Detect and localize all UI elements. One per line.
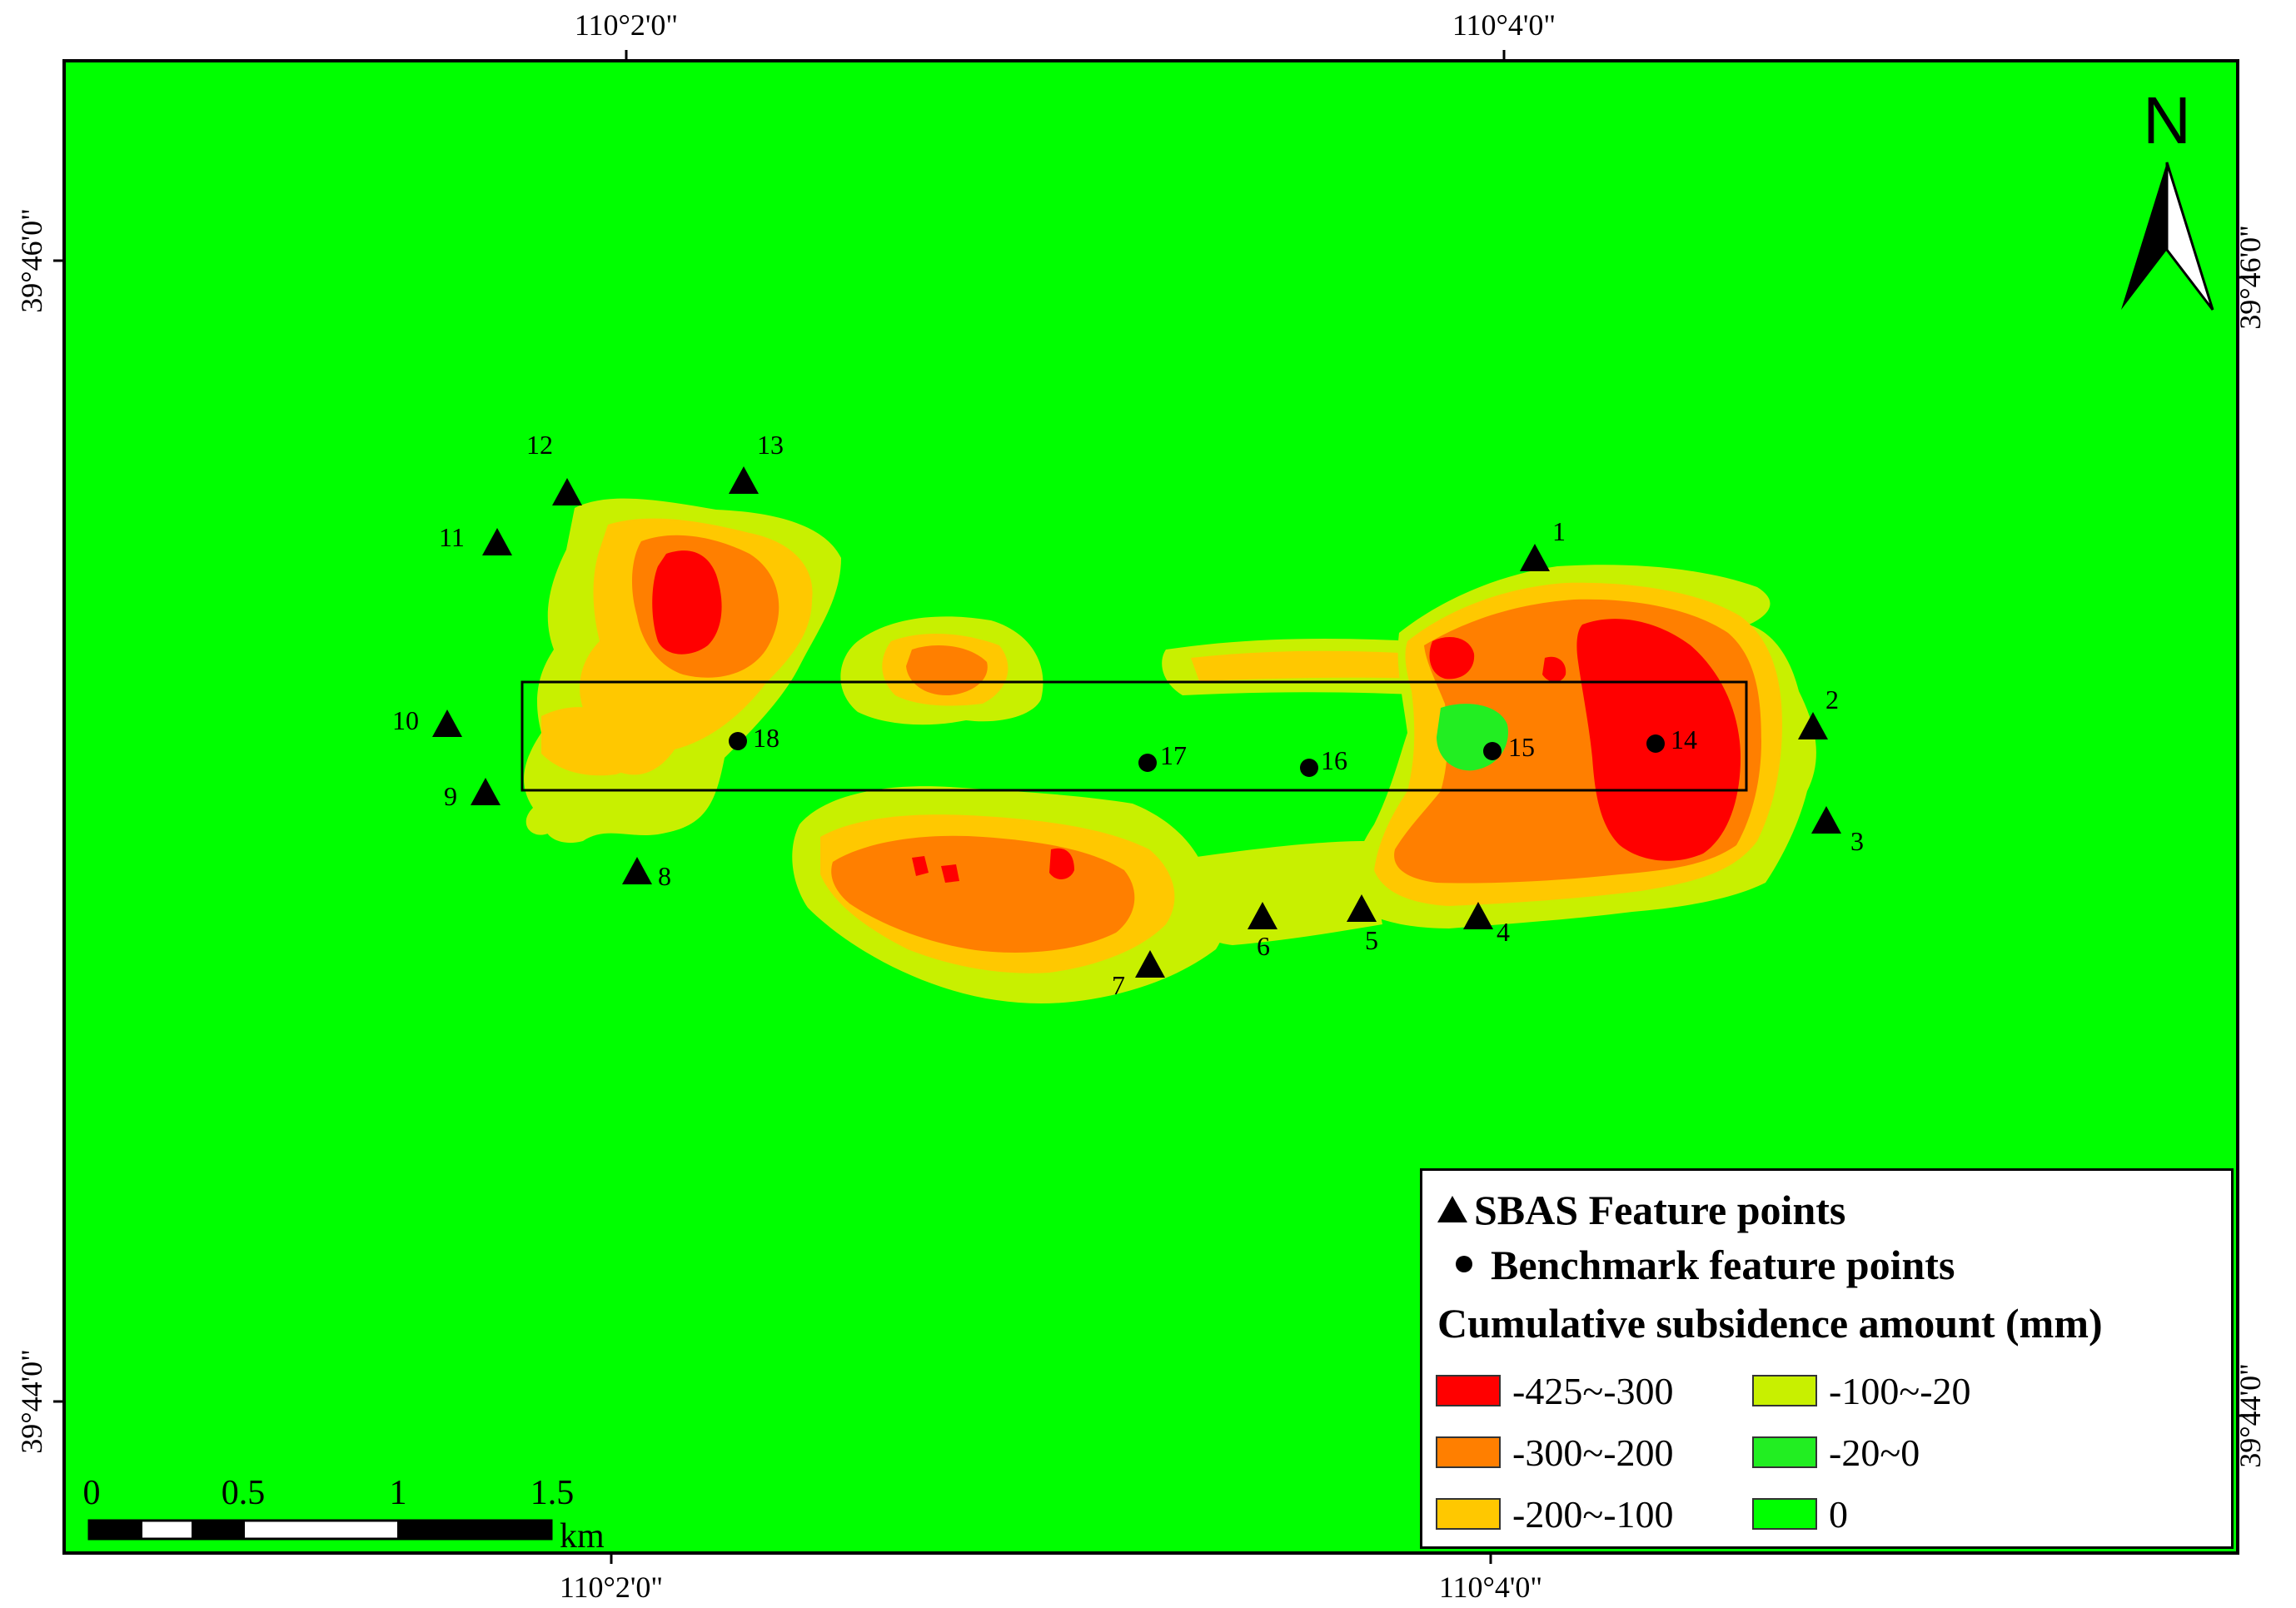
legend-swatch-200-100: [1436, 1498, 1501, 1530]
dot-icon: [1456, 1256, 1472, 1272]
label-point-16: 16: [1321, 745, 1347, 775]
legend-swatch-425-300: [1436, 1375, 1501, 1406]
sbas-point-9: [471, 778, 501, 805]
legend-label-100-20: -100~-20: [1829, 1370, 1971, 1412]
sbas-point-6: [1248, 902, 1277, 929]
scale-tick-0-5: 0.5: [222, 1474, 266, 1512]
bottom-longitude-label-1: 110°2'0": [560, 1571, 663, 1604]
zone-west-yellow-low: [541, 707, 642, 776]
label-point-4: 4: [1497, 917, 1510, 947]
zone-south-red-1: [912, 856, 929, 876]
zone-east-red-small-2: [1542, 656, 1566, 682]
legend-swatch-20-0: [1752, 1436, 1817, 1468]
zone-east-red-small-1: [1429, 637, 1475, 680]
profile-rectangle: [520, 680, 1748, 792]
right-latitude-label-2: 39°44'0": [2234, 1363, 2267, 1468]
scale-tick-0: 0: [83, 1474, 101, 1512]
legend-benchmark-row: Benchmark feature points: [1437, 1244, 1955, 1286]
legend-title: Cumulative subsidence amount (mm): [1437, 1300, 2103, 1347]
point-labels: 1 2 3 4 5 6 7 8 9 10 11 12 13 14 15 16 1…: [392, 430, 1864, 1000]
legend: SBAS Feature points Benchmark feature po…: [1420, 1168, 2234, 1549]
label-point-9: 9: [444, 781, 457, 811]
legend-swatch-0: [1752, 1498, 1817, 1530]
label-point-17: 17: [1160, 740, 1187, 770]
zone-west-red: [652, 550, 722, 655]
legend-label-425-300: -425~-300: [1512, 1370, 1674, 1412]
label-point-13: 13: [757, 430, 784, 460]
label-point-10: 10: [392, 705, 419, 735]
benchmark-point-15: [1483, 742, 1502, 760]
label-point-2: 2: [1825, 685, 1839, 714]
legend-swatch-100-20: [1752, 1375, 1817, 1406]
zone-south-band-yellowgreen: [1177, 841, 1382, 945]
legend-swatch-300-200: [1436, 1436, 1501, 1468]
sbas-point-12: [552, 478, 582, 505]
sbas-point-11: [482, 528, 512, 555]
left-latitude-label-2: 39°44'0": [15, 1349, 48, 1454]
zone-south-red-3: [1049, 848, 1074, 879]
legend-label-300-200: -300~-200: [1512, 1431, 1674, 1474]
map-frame: [62, 59, 2239, 1555]
label-point-3: 3: [1850, 826, 1864, 856]
legend-label-200-100: -200~-100: [1512, 1493, 1674, 1536]
benchmark-point-17: [1138, 754, 1157, 772]
zone-band-yellow: [1191, 650, 1420, 681]
legend-label-0: 0: [1829, 1493, 1848, 1536]
sbas-point-2: [1798, 712, 1828, 739]
sbas-markers: [432, 466, 1841, 978]
scale-bar: 0 0.5 1 1.5 km: [83, 1474, 605, 1556]
sbas-point-8: [622, 857, 652, 884]
label-point-14: 14: [1671, 724, 1697, 754]
sbas-point-4: [1463, 902, 1493, 929]
graticule-ticks: [53, 50, 2249, 1564]
scale-tick-1: 1: [390, 1474, 407, 1512]
scale-tick-1-5: 1.5: [530, 1474, 575, 1512]
benchmark-markers: [729, 732, 1665, 777]
label-point-18: 18: [753, 723, 779, 753]
north-arrow: N: [2121, 83, 2214, 311]
subsidence-zones: [524, 498, 1816, 1003]
sbas-point-13: [729, 466, 759, 494]
sbas-point-1: [1520, 544, 1550, 571]
north-arrow-icon: [2121, 162, 2167, 310]
top-longitude-label-2: 110°4'0": [1452, 8, 1556, 42]
bottom-longitude-label-2: 110°4'0": [1439, 1571, 1542, 1604]
label-point-12: 12: [526, 430, 553, 460]
benchmark-point-18: [729, 732, 747, 750]
benchmark-point-14: [1646, 734, 1665, 753]
label-point-7: 7: [1112, 970, 1125, 1000]
triangle-icon: [1437, 1196, 1467, 1222]
label-point-6: 6: [1257, 931, 1270, 961]
label-point-8: 8: [658, 861, 671, 891]
north-arrow-label: N: [2143, 83, 2191, 157]
benchmark-point-16: [1300, 759, 1318, 777]
right-latitude-label-1: 39°46'0": [2234, 225, 2267, 330]
sbas-point-3: [1811, 806, 1841, 834]
label-point-5: 5: [1365, 925, 1378, 955]
label-point-1: 1: [1552, 516, 1566, 546]
scale-unit: km: [560, 1517, 605, 1556]
legend-benchmark-label: Benchmark feature points: [1491, 1242, 1955, 1288]
sbas-point-5: [1347, 894, 1377, 922]
sbas-point-10: [432, 709, 462, 737]
sbas-point-7: [1135, 950, 1165, 978]
label-point-15: 15: [1508, 732, 1535, 762]
zone-south-red-2: [941, 864, 959, 883]
label-point-11: 11: [439, 522, 465, 552]
legend-sbas-label: SBAS Feature points: [1474, 1187, 1846, 1233]
legend-label-20-0: -20~0: [1829, 1431, 1920, 1474]
legend-sbas-row: SBAS Feature points: [1437, 1189, 1845, 1231]
top-longitude-label-1: 110°2'0": [575, 8, 678, 42]
left-latitude-label-1: 39°46'0": [15, 208, 48, 313]
